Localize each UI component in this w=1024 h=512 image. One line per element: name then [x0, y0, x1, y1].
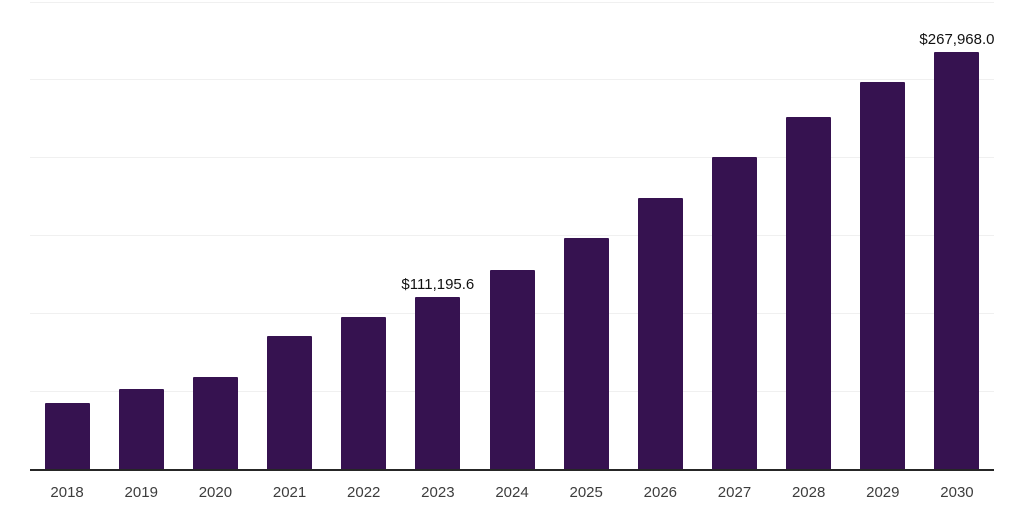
bar-column-2023: $111,195.6	[401, 2, 475, 470]
bar	[786, 117, 832, 470]
bar-column-2027	[697, 2, 771, 470]
bar-column-2028	[772, 2, 846, 470]
x-axis-tick-label: 2026	[643, 484, 678, 501]
bar-value-label: $267,968.0	[919, 31, 995, 48]
bars-row: $111,195.6 $267,968.0	[30, 2, 995, 470]
bar-column-2024	[475, 2, 549, 470]
bar-column-2022	[327, 2, 401, 470]
x-axis-tick-label: 2018	[50, 484, 84, 501]
gridline	[30, 157, 994, 158]
plot-area: $111,195.6 $267,968.0	[30, 2, 995, 470]
bar-column-2020	[178, 2, 252, 470]
bar	[934, 52, 980, 470]
bar	[192, 376, 238, 470]
gridline	[30, 235, 994, 236]
x-axis-tick-label: 2021	[272, 484, 307, 501]
x-axis-tick-label: 2028	[791, 484, 826, 501]
bar-value-label: $111,195.6	[401, 275, 475, 293]
bar	[637, 197, 683, 470]
x-axis-tick-label: 2027	[717, 484, 752, 501]
gridline	[30, 2, 994, 3]
bar-column-2030: $267,968.0	[919, 2, 995, 470]
bar	[563, 238, 609, 470]
bar	[489, 270, 535, 470]
x-axis-line	[30, 469, 994, 471]
x-axis-tick-label: 2025	[569, 484, 603, 501]
x-axis: 2018 2019 2020 2021 2022 2023 2024 2025 2026 2027…	[30, 484, 994, 502]
bar-column-2019	[104, 2, 178, 470]
bar	[860, 82, 906, 470]
bar	[267, 336, 313, 470]
bar-column-2026	[623, 2, 697, 470]
bar-column-2029	[846, 2, 920, 470]
x-axis-tick-label: 2023	[421, 484, 455, 501]
bar-column-2018	[30, 2, 104, 470]
bar	[118, 389, 164, 470]
x-axis-tick-label: 2020	[198, 484, 233, 501]
x-axis-tick-label: 2024	[495, 484, 529, 501]
x-axis-tick-label: 2022	[347, 484, 381, 501]
bar-column-2025	[549, 2, 623, 470]
bar	[341, 317, 387, 470]
x-axis-tick-label: 2019	[124, 484, 158, 501]
x-axis-tick-label: 2029	[866, 484, 900, 501]
bar	[44, 402, 90, 470]
bar-column-2021	[252, 2, 326, 470]
x-axis-tick-label: 2030	[940, 484, 974, 501]
gridline	[30, 79, 994, 80]
bar	[415, 296, 461, 470]
bar	[711, 157, 757, 470]
